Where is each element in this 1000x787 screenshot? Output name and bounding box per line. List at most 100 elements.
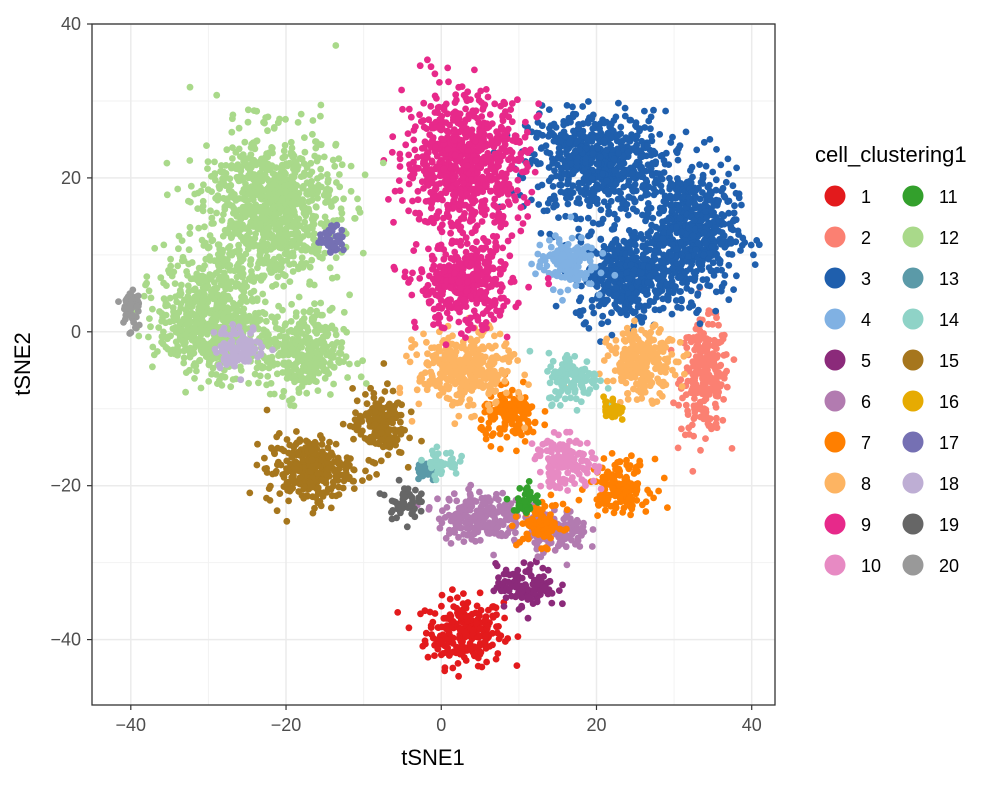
data-point: [697, 320, 704, 327]
data-point: [608, 198, 615, 205]
data-point: [624, 390, 631, 397]
data-point: [586, 325, 593, 332]
data-point: [669, 311, 676, 318]
data-point: [613, 337, 620, 344]
data-point: [609, 226, 616, 233]
data-point: [449, 223, 456, 230]
data-point: [654, 276, 661, 283]
data-point: [615, 488, 622, 495]
data-point: [445, 627, 452, 634]
data-point: [504, 368, 511, 375]
data-point: [467, 195, 474, 202]
data-point: [503, 401, 510, 408]
data-point: [446, 122, 453, 129]
data-point: [503, 390, 510, 397]
data-point: [652, 365, 659, 372]
data-point: [474, 520, 481, 527]
data-point: [717, 257, 724, 264]
data-point: [705, 321, 712, 328]
data-point: [449, 332, 456, 339]
data-point: [452, 189, 459, 196]
data-point: [428, 371, 435, 378]
data-point: [696, 284, 703, 291]
data-point: [390, 219, 397, 226]
data-point: [689, 468, 696, 475]
data-point: [631, 317, 638, 324]
data-point: [409, 270, 416, 277]
data-point: [563, 195, 570, 202]
data-point: [692, 275, 699, 282]
data-point: [648, 239, 655, 246]
data-point: [405, 207, 412, 214]
data-point: [668, 251, 675, 258]
data-point: [685, 411, 692, 418]
data-point: [672, 285, 679, 292]
data-point: [617, 309, 624, 316]
data-point: [396, 389, 403, 396]
data-point: [412, 341, 419, 348]
data-point: [693, 404, 700, 411]
data-point: [620, 350, 627, 357]
data-point: [391, 266, 398, 273]
data-point: [515, 633, 522, 640]
data-point: [627, 511, 634, 518]
data-point: [628, 261, 635, 268]
data-point: [730, 286, 737, 293]
data-point: [656, 242, 663, 249]
data-point: [731, 202, 738, 209]
data-point: [718, 241, 725, 248]
data-point: [505, 579, 512, 586]
data-point: [646, 335, 653, 342]
data-point: [493, 243, 500, 250]
data-point: [558, 182, 565, 189]
data-point: [585, 98, 592, 105]
data-point: [479, 188, 486, 195]
data-point: [534, 251, 541, 258]
data-point: [617, 495, 624, 502]
data-point: [669, 367, 676, 374]
data-point: [599, 495, 606, 502]
data-point: [435, 320, 442, 327]
data-point: [497, 331, 504, 338]
data-point: [502, 422, 509, 429]
data-point: [415, 401, 422, 408]
data-point: [485, 505, 492, 512]
data-point: [620, 169, 627, 176]
data-point: [410, 247, 417, 254]
data-point: [689, 422, 696, 429]
data-point: [498, 190, 505, 197]
data-point: [643, 360, 650, 367]
data-point: [550, 204, 557, 211]
data-point: [702, 363, 709, 370]
data-point: [638, 195, 645, 202]
data-point: [477, 589, 484, 596]
data-point: [706, 337, 713, 344]
data-point: [659, 259, 666, 266]
data-point: [576, 543, 583, 550]
data-point: [389, 133, 396, 140]
data-point: [617, 368, 624, 375]
data-point: [586, 280, 593, 287]
data-point: [575, 137, 582, 144]
data-point: [604, 146, 611, 153]
data-point: [457, 625, 464, 632]
data-point: [460, 213, 467, 220]
data-point: [501, 378, 508, 385]
data-point: [505, 113, 512, 120]
data-point: [638, 319, 645, 326]
data-point: [725, 156, 732, 163]
data-point: [602, 298, 609, 305]
data-point: [548, 600, 555, 607]
data-point: [418, 266, 425, 273]
data-point: [408, 292, 415, 299]
data-point: [559, 297, 566, 304]
data-point: [556, 587, 563, 594]
data-point: [399, 106, 406, 113]
data-point: [721, 352, 728, 359]
data-point: [660, 235, 667, 242]
data-point: [532, 169, 539, 176]
data-point: [462, 519, 469, 526]
data-point: [693, 246, 700, 253]
data-point: [573, 309, 580, 316]
data-point: [495, 524, 502, 531]
